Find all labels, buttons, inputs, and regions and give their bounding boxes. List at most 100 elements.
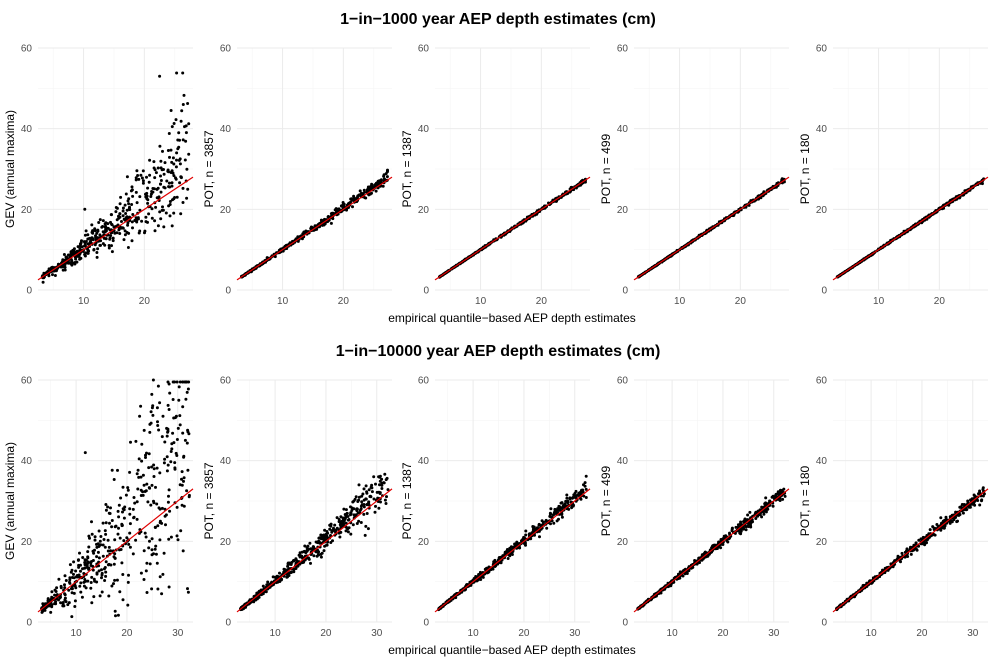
scatter-point: [339, 515, 343, 519]
scatter-point: [161, 149, 164, 153]
scatter-point: [116, 613, 120, 617]
scatter-point: [87, 534, 91, 538]
scatter-point: [333, 208, 337, 212]
x-tick-label: 20: [338, 296, 350, 307]
scatter-point: [739, 529, 743, 533]
scatter-point: [553, 507, 557, 511]
scatter-point: [104, 228, 108, 232]
scatter-point: [354, 513, 358, 517]
scatter-point: [159, 166, 163, 170]
scatter-point: [549, 507, 553, 511]
scatter-point: [138, 208, 142, 212]
scatter-point: [170, 184, 174, 188]
scatter-point: [744, 528, 748, 532]
scatter-point: [125, 536, 129, 540]
scatter-point: [382, 177, 386, 181]
scatter-point: [364, 524, 368, 528]
scatter-point: [286, 572, 290, 576]
scatter-point: [86, 566, 90, 569]
scatter-point: [159, 159, 163, 163]
scatter-point: [145, 175, 148, 179]
scatter-point: [173, 196, 177, 199]
scatter-point: [127, 573, 130, 577]
y-tick-label: 20: [21, 537, 33, 548]
scatter-point: [344, 525, 348, 529]
scatter-point: [100, 573, 104, 577]
scatter-point: [131, 552, 135, 556]
scatter-point: [126, 246, 130, 249]
scatter-point: [909, 552, 913, 556]
scatter-point: [161, 205, 164, 209]
scatter-point: [153, 176, 157, 180]
scatter-point: [186, 387, 190, 391]
scatter-point: [131, 226, 134, 230]
scatter-point: [149, 421, 153, 425]
scatter-point: [382, 481, 386, 485]
y-tick-label: 60: [617, 376, 629, 387]
scatter-point: [142, 483, 146, 487]
scatter-point: [125, 208, 129, 212]
scatter-point: [127, 202, 131, 206]
scatter-point: [143, 531, 147, 535]
scatter-point: [155, 406, 159, 410]
scatter-point: [483, 567, 487, 571]
scatter-point: [97, 221, 101, 224]
scatter-point: [166, 429, 170, 433]
scatter-point: [576, 493, 579, 497]
scatter-point: [90, 223, 94, 227]
scatter-point: [524, 529, 528, 533]
scatter-point: [90, 601, 94, 605]
scatter-point: [67, 588, 71, 592]
scatter-point: [51, 273, 54, 277]
scatter-point: [185, 167, 189, 171]
scatter-point: [487, 570, 491, 574]
scatter-point: [775, 492, 779, 496]
scatter-point: [104, 574, 108, 578]
scatter-point: [97, 569, 101, 573]
scatter-point: [176, 426, 180, 430]
scatter-point: [106, 549, 110, 553]
scatter-point: [351, 500, 355, 504]
scatter-point: [83, 233, 87, 237]
scatter-point: [92, 248, 96, 251]
scatter-point: [68, 578, 72, 582]
scatter-point: [125, 175, 129, 179]
scatter-point: [294, 557, 298, 561]
scatter-point: [59, 601, 63, 605]
scatter-point: [100, 576, 103, 580]
scatter-point: [78, 551, 81, 555]
scatter-point: [125, 231, 129, 234]
scatter-point: [117, 216, 121, 220]
scatter-point: [180, 477, 183, 481]
scatter-point: [145, 191, 149, 195]
scatter-point: [167, 181, 171, 185]
scatter-point: [182, 455, 186, 459]
scatter-point: [123, 203, 127, 207]
scatter-point: [552, 521, 556, 525]
scatter-point: [385, 495, 388, 499]
scatter-point: [76, 558, 80, 562]
scatter-point: [70, 615, 74, 619]
y-tick-label: 60: [21, 44, 33, 55]
scatter-point: [82, 580, 86, 584]
y-tick-label: 0: [821, 286, 827, 297]
scatter-point: [148, 173, 152, 177]
scatter-point: [380, 487, 384, 490]
scatter-point: [372, 475, 376, 479]
scatter-point: [108, 236, 112, 240]
scatter-point: [146, 198, 150, 202]
scatter-point: [181, 201, 185, 204]
scatter-point: [369, 184, 373, 188]
scatter-point: [134, 216, 138, 220]
identity-line: [633, 488, 790, 613]
scatter-point: [166, 403, 170, 407]
scatter-point: [126, 486, 130, 490]
scatter-point: [147, 452, 151, 456]
scatter-point: [768, 499, 772, 503]
scatter-point: [939, 516, 943, 520]
scatter-point: [100, 590, 104, 594]
scatter-point: [118, 548, 121, 552]
